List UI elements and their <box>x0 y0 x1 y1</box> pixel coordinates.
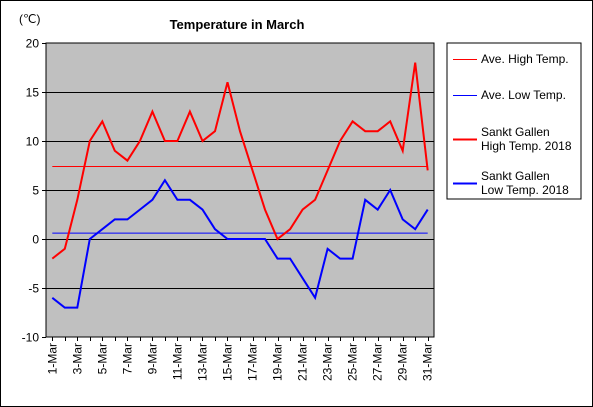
axes: 20 15 10 5 0 -5 -10 1-Mar 3-Mar 5-Mar 7-Mar 9-Mar 11… <box>22 37 435 382</box>
x-tick-label-31-Mar: 31-Mar <box>421 343 435 381</box>
x-tick-label-17-Mar: 17-Mar <box>246 343 260 381</box>
y-unit-label: (℃) <box>19 12 40 26</box>
x-tick-label-21-Mar: 21-Mar <box>296 343 310 381</box>
legend-box <box>446 42 582 200</box>
x-tick-label-19-Mar: 19-Mar <box>271 343 285 381</box>
x-tick-label-13-Mar: 13-Mar <box>195 343 209 381</box>
series-lines <box>51 62 429 309</box>
y-tick-label-0: 0 <box>32 233 39 247</box>
x-tick-label-7-Mar: 7-Mar <box>120 343 134 374</box>
x-tick-label-3-Mar: 3-Mar <box>70 343 84 374</box>
legend-label-1: Ave. Low Temp. <box>481 88 566 102</box>
legend: Ave. High Temp. Ave. Low Temp. Sankt Galle… <box>446 42 582 200</box>
y-tick-label-20: 20 <box>26 37 40 51</box>
y-tick-label--5: -5 <box>28 282 39 296</box>
legend-label-3-1: Low Temp. 2018 <box>481 183 569 197</box>
legend-label-2-1: High Temp. 2018 <box>481 139 572 153</box>
x-tick-label-29-Mar: 29-Mar <box>396 343 410 381</box>
chart-title: Temperature in March <box>170 17 305 32</box>
y-tick-label-15: 15 <box>26 86 40 100</box>
x-tick-label-9-Mar: 9-Mar <box>145 343 159 374</box>
y-tick-label-10: 10 <box>26 135 40 149</box>
series-line-3 <box>51 178 429 309</box>
legend-label-2-0: Sankt Gallen <box>481 125 550 139</box>
x-tick-label-25-Mar: 25-Mar <box>346 343 360 381</box>
x-tick-label-5-Mar: 5-Mar <box>95 343 109 374</box>
legend-label-3-0: Sankt Gallen <box>481 169 550 183</box>
y-tick-label--10: -10 <box>22 331 40 345</box>
x-tick-label-11-Mar: 11-Mar <box>170 343 184 380</box>
x-tick-label-1-Mar: 1-Mar <box>45 343 59 374</box>
y-tick-label-5: 5 <box>32 184 39 198</box>
legend-label-0: Ave. High Temp. <box>481 52 569 66</box>
series-line-2 <box>51 62 429 260</box>
x-tick-label-23-Mar: 23-Mar <box>321 343 335 381</box>
x-tick-label-27-Mar: 27-Mar <box>371 343 385 381</box>
x-tick-label-15-Mar: 15-Mar <box>220 343 234 381</box>
